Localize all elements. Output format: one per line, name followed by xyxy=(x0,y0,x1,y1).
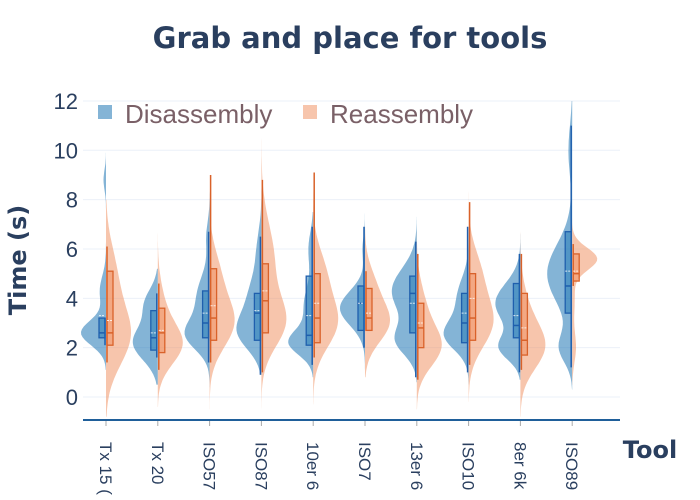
violins xyxy=(81,100,598,417)
y-tick-label: 6 xyxy=(66,237,78,262)
legend-swatch-disassembly[interactable] xyxy=(98,105,112,119)
x-tick-label: ISO89 xyxy=(562,442,581,490)
chart-title: Grab and place for tools xyxy=(153,21,548,55)
iqr-box xyxy=(313,272,321,344)
violin-reassembly[interactable] xyxy=(572,182,598,385)
x-tick-labels: Tx 15 ( Tx 20 ISO57 ISO87 10er 6 ISO7 13er 6 IS… xyxy=(96,421,581,495)
iqr-box xyxy=(572,253,580,282)
iqr-box xyxy=(357,285,365,332)
x-tick-label: ISO57 xyxy=(200,442,219,490)
violin-reassembly[interactable] xyxy=(209,137,235,410)
x-tick-label: Tx 20 xyxy=(148,442,167,485)
violin-disassembly[interactable] xyxy=(132,268,158,385)
iqr-box xyxy=(106,270,114,346)
iqr-box xyxy=(417,302,425,349)
y-tick-label: 2 xyxy=(66,336,78,361)
x-tick-label: 8er 6k xyxy=(510,442,529,490)
x-tick-label: Tx 15 ( xyxy=(96,442,115,495)
x-axis-title: Tool xyxy=(623,436,677,464)
x-tick-label: ISO10 xyxy=(459,442,478,490)
violin-reassembly[interactable] xyxy=(313,137,339,405)
iqr-box xyxy=(253,292,262,341)
legend-swatch-reassembly[interactable] xyxy=(303,105,317,119)
violin-reassembly[interactable] xyxy=(106,199,131,417)
iqr-box xyxy=(564,231,572,314)
violin-reassembly[interactable] xyxy=(520,204,546,417)
y-tick-label: 12 xyxy=(54,89,78,114)
iqr-box xyxy=(520,292,529,356)
violin-reassembly[interactable] xyxy=(365,226,390,378)
y-tick-labels: 0 2 4 6 8 10 12 xyxy=(54,89,78,410)
y-tick-label: 4 xyxy=(66,286,78,311)
violin-reassembly[interactable] xyxy=(157,192,183,407)
iqr-box xyxy=(460,292,469,344)
violin-reassembly[interactable] xyxy=(468,137,494,402)
violin-disassembly[interactable] xyxy=(184,137,210,388)
legend-label-disassembly[interactable]: Disassembly xyxy=(125,99,272,129)
violin-disassembly[interactable] xyxy=(391,216,417,383)
x-tick-label: 10er 6 xyxy=(303,442,322,490)
x-tick-label: ISO7 xyxy=(355,442,374,481)
iqr-box xyxy=(261,263,270,334)
violin-reassembly[interactable] xyxy=(261,137,287,417)
legend-label-reassembly[interactable]: Reassembly xyxy=(330,99,473,129)
iqr-box xyxy=(209,268,218,341)
iqr-box xyxy=(305,275,313,346)
violin-disassembly[interactable] xyxy=(495,229,521,380)
x-tick-label: ISO87 xyxy=(251,442,270,490)
y-tick-label: 0 xyxy=(66,385,78,410)
iqr-box xyxy=(512,282,521,339)
y-tick-label: 10 xyxy=(54,138,78,163)
y-tick-label: 8 xyxy=(66,188,78,213)
iqr-box xyxy=(201,290,210,339)
iqr-box xyxy=(365,287,373,332)
iqr-box xyxy=(409,275,417,334)
violin-disassembly[interactable] xyxy=(547,100,573,390)
iqr-box xyxy=(150,310,158,351)
x-tick-label: 13er 6 xyxy=(407,442,426,490)
iqr-box xyxy=(98,317,106,339)
iqr-box xyxy=(468,272,477,341)
legend: Disassembly Reassembly xyxy=(98,99,473,129)
y-axis-title: Time (s) xyxy=(4,205,32,315)
